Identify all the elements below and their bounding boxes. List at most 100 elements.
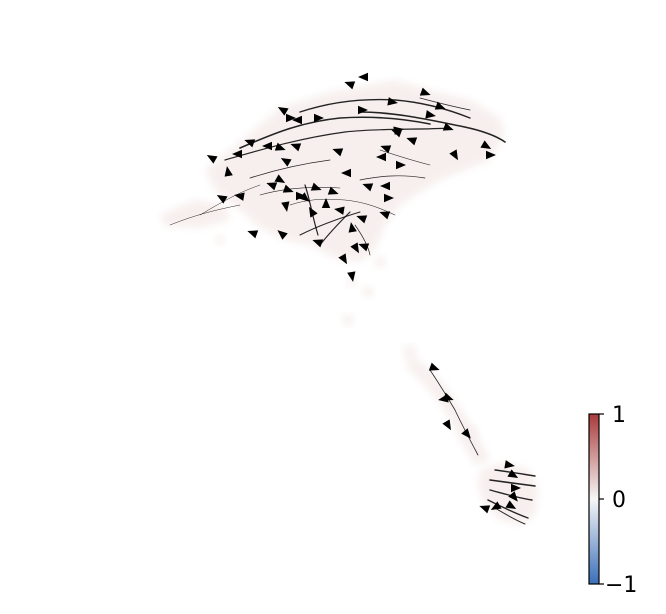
streamline [354,224,371,256]
velocity-arrowhead [277,107,289,116]
velocity-arrowhead [438,394,449,403]
velocity-arrowhead [425,110,436,119]
velocity-arrowhead [428,362,440,371]
velocity-arrowhead [350,242,359,254]
velocity-arrowhead [419,87,431,96]
velocity-arrowhead [358,243,370,252]
velocity-arrowhead [379,211,391,220]
colorbar-gradient [588,413,600,585]
velocity-arrowhead [290,143,302,152]
velocity-arrowhead [296,191,306,201]
velocity-arrowhead [479,505,491,514]
cell-cluster [160,200,230,228]
velocity-arrowhead [334,206,345,215]
velocity-arrowhead [380,181,390,191]
cell-point [215,235,225,245]
streamline [299,211,361,236]
streamline [429,369,479,456]
streamline [359,111,506,143]
streamline [379,149,431,166]
velocity-arrowhead [299,192,310,202]
cell-point [362,286,374,298]
velocity-arrowhead [310,182,322,191]
velocity-arrowhead [348,222,357,233]
velocity-arrowhead [312,239,324,248]
velocity-arrowhead [406,137,418,146]
velocity-arrowhead [442,419,451,431]
cell-point [403,345,417,359]
velocity-arrowhead [358,72,368,82]
streamline [289,198,396,216]
velocity-arrowhead [262,141,272,151]
cell-cluster [405,355,490,465]
velocity-arrowhead [244,139,256,148]
streamline [489,479,536,487]
colorbar: 1 0 −1 [588,403,637,598]
velocity-arrowhead [314,113,324,123]
streamline [239,116,431,149]
streamline [199,184,261,216]
velocity-arrowhead [338,253,347,265]
velocity-arrowhead [234,192,245,201]
velocity-arrowhead [232,149,242,159]
velocity-arrowhead [280,158,292,167]
velocity-arrowhead [332,148,344,157]
cell-point [374,256,386,268]
velocity-arrowhead [344,81,356,90]
streamline [359,175,426,181]
velocity-arrowhead [266,182,278,191]
velocity-arrowhead [504,460,515,469]
colorbar-tick-label: 0 [612,488,626,513]
streamline [494,469,536,477]
streamline [487,499,529,519]
velocity-arrows [206,72,521,514]
velocity-arrowhead [434,101,446,110]
velocity-arrowhead [327,186,339,195]
velocity-arrowhead [356,215,368,224]
streamline [319,211,351,246]
streamline [224,127,451,161]
colorbar-tick-label: −1 [605,573,637,598]
velocity-arrowhead [282,184,294,193]
streamline [304,184,319,236]
velocity-arrowhead [508,491,518,502]
velocity-arrowhead [277,230,288,240]
velocity-arrowhead [281,201,290,212]
velocity-arrowhead [396,160,406,170]
streamline [494,507,526,525]
velocity-arrowhead [461,428,471,439]
velocity-arrowhead [376,152,386,162]
velocity-arrowhead [286,113,296,123]
colorbar-tick-label: 1 [612,403,626,428]
velocity-arrowhead [362,183,374,192]
velocity-arrowhead [358,105,368,115]
streamline [249,159,331,179]
velocity-arrowhead [341,168,351,178]
velocity-arrowhead [247,230,259,239]
velocity-arrowhead [387,97,398,106]
velocity-arrowhead [511,483,521,493]
velocity-arrowhead [347,271,356,282]
velocity-arrowhead [321,198,331,208]
streamline [299,98,471,119]
velocity-arrowhead [224,166,233,177]
velocity-arrowhead [274,142,286,151]
streamline [169,204,241,226]
velocity-arrowhead [292,115,302,125]
velocity-arrowhead [391,129,403,138]
velocity-arrowhead [384,193,394,203]
velocity-arrowhead [206,155,218,164]
cell-point [347,277,357,287]
velocity-arrowhead [449,149,458,161]
cell-cluster [205,80,505,262]
velocity-arrowhead [490,501,502,510]
velocity-arrowhead [216,195,228,204]
cell-point [342,314,354,326]
velocity-arrowhead [309,206,318,218]
velocity-arrowhead [380,145,392,154]
velocity-arrowhead [507,469,519,478]
velocity-arrowhead [505,500,517,509]
cell-embedding [160,80,538,525]
streamline [419,97,471,111]
